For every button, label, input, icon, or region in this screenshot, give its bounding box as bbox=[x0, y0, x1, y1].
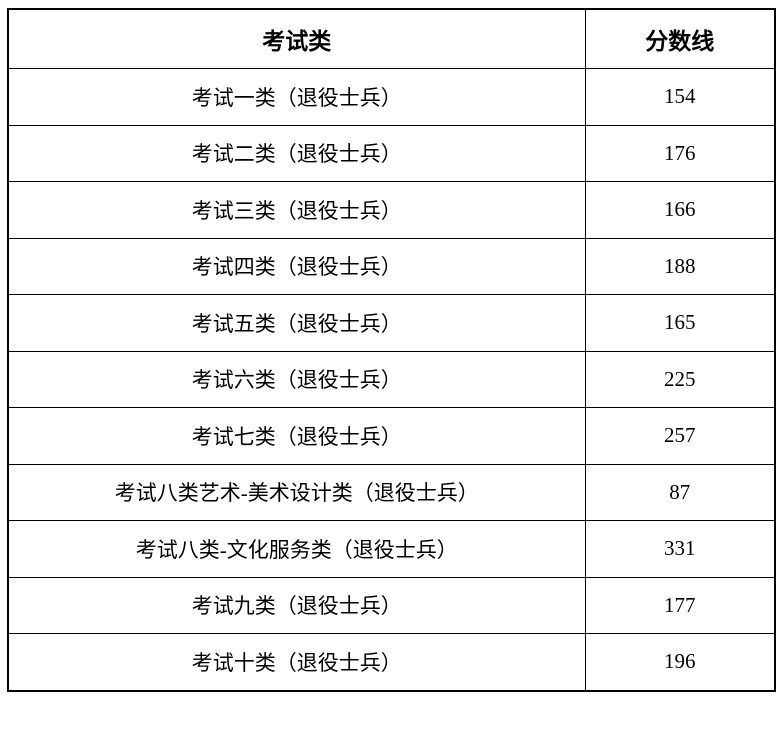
category-cell: 考试二类（退役士兵） bbox=[7, 124, 586, 182]
header-row: 考试类 分数线 bbox=[7, 8, 776, 69]
score-cell: 165 bbox=[584, 294, 776, 352]
category-cell: 考试四类（退役士兵） bbox=[7, 237, 586, 295]
score-cell: 154 bbox=[584, 68, 776, 126]
table-row: 考试十类（退役士兵） 196 bbox=[7, 633, 776, 691]
category-cell: 考试五类（退役士兵） bbox=[7, 294, 586, 352]
table-row: 考试九类（退役士兵） 177 bbox=[7, 576, 776, 634]
score-cell: 225 bbox=[584, 350, 776, 408]
table-header: 考试类 分数线 bbox=[7, 8, 776, 69]
category-cell: 考试六类（退役士兵） bbox=[7, 350, 586, 408]
table-row: 考试四类（退役士兵） 188 bbox=[7, 237, 776, 295]
score-cell: 257 bbox=[584, 407, 776, 465]
table-row: 考试八类-文化服务类（退役士兵） 331 bbox=[7, 520, 776, 578]
table-row: 考试二类（退役士兵） 176 bbox=[7, 124, 776, 182]
category-cell: 考试九类（退役士兵） bbox=[7, 576, 586, 634]
table-row: 考试五类（退役士兵） 165 bbox=[7, 294, 776, 352]
score-cell: 196 bbox=[584, 633, 776, 691]
category-cell: 考试八类-文化服务类（退役士兵） bbox=[7, 520, 586, 578]
score-cell: 166 bbox=[584, 181, 776, 239]
table-row: 考试三类（退役士兵） 166 bbox=[7, 181, 776, 239]
table-row: 考试八类艺术-美术设计类（退役士兵） 87 bbox=[7, 463, 776, 521]
score-cell: 188 bbox=[584, 237, 776, 295]
category-cell: 考试八类艺术-美术设计类（退役士兵） bbox=[7, 463, 586, 521]
table-body: 考试一类（退役士兵） 154 考试二类（退役士兵） 176 考试三类（退役士兵）… bbox=[7, 68, 776, 691]
table-row: 考试七类（退役士兵） 257 bbox=[7, 407, 776, 465]
category-cell: 考试十类（退役士兵） bbox=[7, 633, 586, 691]
header-cell-score-line: 分数线 bbox=[584, 8, 776, 69]
score-cell: 87 bbox=[584, 463, 776, 521]
table-row: 考试六类（退役士兵） 225 bbox=[7, 350, 776, 408]
category-cell: 考试三类（退役士兵） bbox=[7, 181, 586, 239]
table-row: 考试一类（退役士兵） 154 bbox=[7, 68, 776, 126]
score-cell: 331 bbox=[584, 520, 776, 578]
score-cell: 177 bbox=[584, 576, 776, 634]
category-cell: 考试一类（退役士兵） bbox=[7, 68, 586, 126]
category-cell: 考试七类（退役士兵） bbox=[7, 407, 586, 465]
score-cell: 176 bbox=[584, 124, 776, 182]
score-cutoff-table: 考试类 分数线 考试一类（退役士兵） 154 考试二类（退役士兵） 176 考试… bbox=[7, 8, 776, 692]
header-cell-exam-category: 考试类 bbox=[7, 8, 586, 69]
